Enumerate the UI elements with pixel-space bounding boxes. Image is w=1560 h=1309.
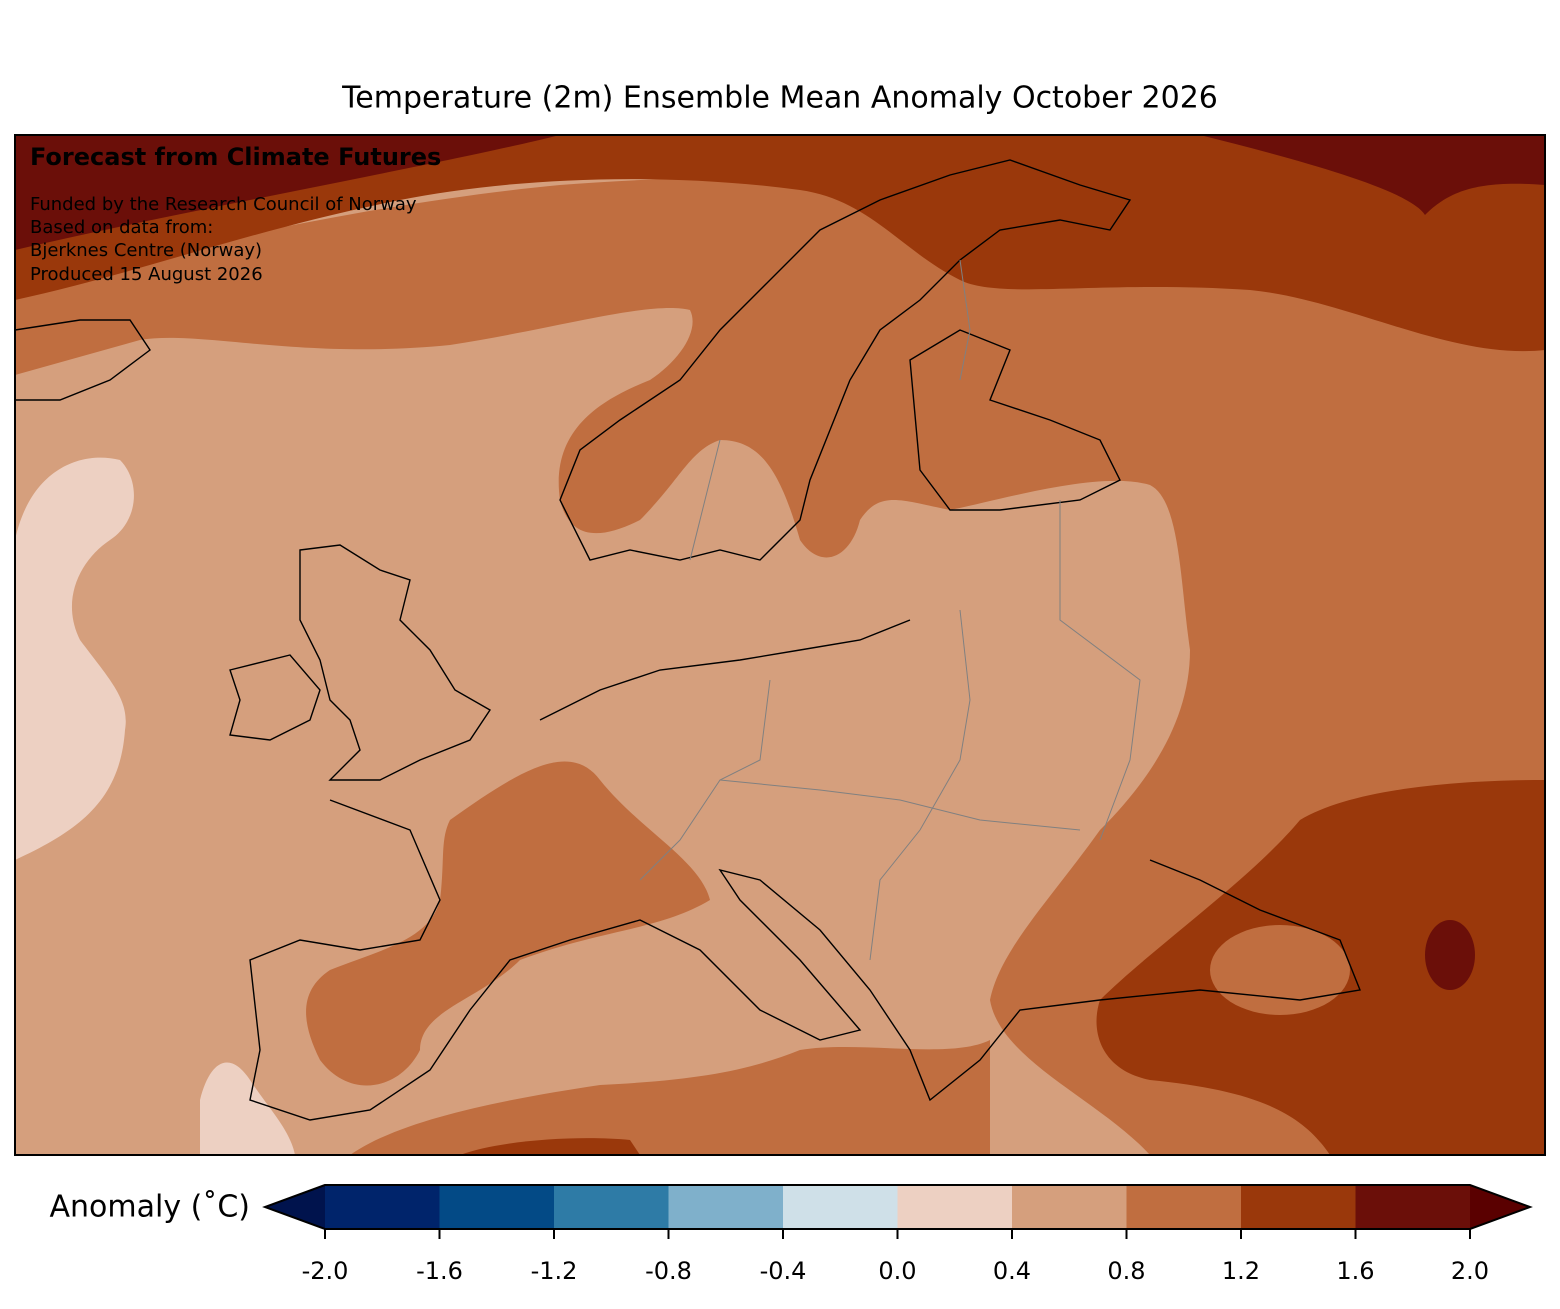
annotation-line: Funded by the Research Council of Norway [30,194,417,215]
colorbar-segment [1012,1185,1127,1229]
colorbar-segment [783,1185,898,1229]
contour-fill [306,761,710,1086]
annotation-heading: Forecast from Climate Futures [30,143,441,171]
colorbar-label: Anomaly (˚C) [50,1190,250,1225]
contour-fill [460,1138,640,1155]
contour-fill [1200,135,1545,215]
colorbar-tick-label: -0.4 [760,1257,807,1285]
colorbar-tick-label: -0.8 [645,1257,692,1285]
colorbar-tick-label: -2.0 [302,1257,349,1285]
colorbar-segment [897,1185,1012,1229]
colorbar-segment [554,1185,669,1229]
title: Temperature (2m) Ensemble Mean Anomaly O… [341,81,1218,116]
contour-fill [15,457,134,860]
colorbar-segment [325,1185,440,1229]
colorbar-segment [1126,1185,1241,1229]
colorbar-segment [439,1185,554,1229]
annotation-line: Based on data from: [30,217,213,238]
colorbar-tick-label: 0.0 [878,1257,916,1285]
colorbar-segment [668,1185,783,1229]
anomaly-field [15,135,1545,1155]
colorbar-tick-label: -1.6 [416,1257,463,1285]
colorbar-extend-min [265,1185,325,1229]
contour-fill [15,135,560,250]
annotation-line: Produced 15 August 2026 [30,264,263,285]
contour-fill [1425,920,1475,990]
colorbar-tick-label: 1.6 [1336,1257,1374,1285]
colorbar-segment [1241,1185,1356,1229]
colorbar-tick-label: 0.8 [1107,1257,1145,1285]
contour-fill [15,177,1545,1155]
colorbar-segment [1355,1185,1470,1229]
colorbar-tick-label: 2.0 [1451,1257,1489,1285]
colorbar-extend-max [1470,1185,1530,1229]
annotation-line: Bjerknes Centre (Norway) [30,240,262,261]
colorbar-tick-label: -1.2 [531,1257,578,1285]
colorbar-tick-label: 0.4 [993,1257,1031,1285]
contour-fill [200,1062,295,1155]
contour-fill [1210,925,1350,1015]
map-frame [14,134,1546,1156]
contour-fill [350,1040,990,1155]
borders [639,259,1141,961]
colorbar-tick-label: 1.2 [1222,1257,1260,1285]
contour-fill [15,135,1545,352]
coastlines [15,159,1361,1121]
